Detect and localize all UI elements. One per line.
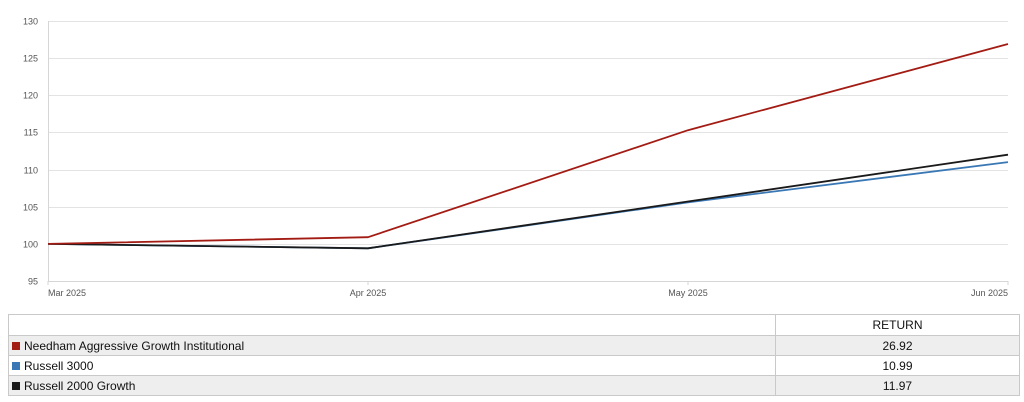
table-row: Needham Aggressive Growth Institutional … (8, 335, 1020, 356)
y-tick-label: 120 (23, 91, 38, 101)
y-tick-label: 130 (23, 17, 38, 27)
gridlines (48, 21, 1008, 282)
series-line (47, 153, 1009, 250)
returns-header-blank (8, 314, 776, 336)
returns-header-return: RETURN (775, 314, 1020, 336)
series-name-cell: Russell 3000 (8, 355, 776, 376)
returns-table: RETURN Needham Aggressive Growth Institu… (8, 314, 1020, 396)
y-tick-label: 105 (23, 203, 38, 213)
table-row: Russell 3000 10.99 (8, 355, 1020, 376)
returns-header-row: RETURN (8, 314, 1020, 336)
series-line (47, 43, 1009, 245)
x-tick-label: Apr 2025 (350, 288, 387, 298)
x-axis: Mar 2025 Apr 2025 May 2025 Jun 2025 (47, 281, 1009, 298)
legend-swatch (12, 381, 20, 390)
legend-swatch (12, 341, 20, 350)
return-value: 11.97 (775, 375, 1020, 396)
x-tick-label: Mar 2025 (48, 288, 86, 298)
y-tick-label: 95 (28, 277, 38, 287)
y-tick-label: 125 (23, 54, 38, 64)
y-tick-label: 100 (23, 240, 38, 250)
y-axis: 95 100 105 110 115 120 125 130 (23, 17, 38, 287)
line-chart: 95 100 105 110 115 120 125 130 Mar 2025 Apr 2025… (23, 17, 1009, 298)
series-name: Russell 2000 Growth (24, 378, 136, 393)
series-name-cell: Russell 2000 Growth (8, 375, 776, 396)
series-name-cell: Needham Aggressive Growth Institutional (8, 335, 776, 356)
x-tick-label: Jun 2025 (971, 288, 1008, 298)
return-value: 26.92 (775, 335, 1020, 356)
y-tick-label: 110 (24, 166, 38, 176)
y-tick-label: 115 (24, 128, 38, 138)
return-value: 10.99 (775, 355, 1020, 376)
table-row: Russell 2000 Growth 11.97 (8, 375, 1020, 396)
series-name: Russell 3000 (24, 358, 94, 373)
series-name: Needham Aggressive Growth Institutional (24, 338, 245, 353)
x-tick-label: May 2025 (668, 288, 708, 298)
series-lines (47, 43, 1009, 250)
legend-swatch (12, 361, 20, 370)
